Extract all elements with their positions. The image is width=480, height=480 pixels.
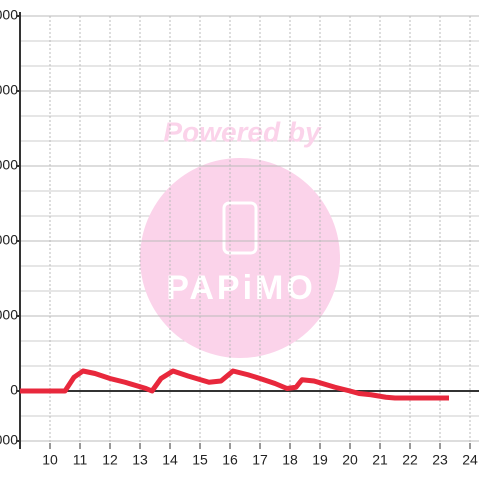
x-tick-label: 18 — [282, 452, 298, 468]
x-tick-label: 23 — [432, 452, 448, 468]
y-tick-label: 120,000 — [0, 82, 18, 98]
y-tick-label: 90,000 — [0, 157, 18, 173]
x-tick-label: 12 — [102, 452, 118, 468]
x-tick-label: 22 — [402, 452, 418, 468]
x-tick-label: 19 — [312, 452, 328, 468]
x-tick-label: 21 — [372, 452, 388, 468]
y-tick-label: 30,000 — [0, 307, 18, 323]
y-tick-label: -20,000 — [0, 432, 18, 448]
watermark-text: Powered by — [163, 116, 322, 147]
x-tick-label: 20 — [342, 452, 358, 468]
watermark-icon — [222, 201, 258, 255]
y-tick-label: 0 — [10, 382, 18, 398]
x-tick-label: 16 — [222, 452, 238, 468]
x-tick-label: 11 — [73, 452, 88, 468]
x-tick-label: 13 — [132, 452, 148, 468]
data-line — [20, 368, 449, 401]
y-tick-label: 60,000 — [0, 232, 18, 248]
x-tick-label: 15 — [192, 452, 208, 468]
x-tick-label: 10 — [42, 452, 58, 468]
x-tick-label: 14 — [162, 452, 178, 468]
x-tick-label: 17 — [252, 452, 268, 468]
y-tick-label: 150,000 — [0, 7, 18, 23]
watermark-logo: PAPiMO — [166, 269, 316, 307]
x-tick-label: 24 — [462, 452, 478, 468]
